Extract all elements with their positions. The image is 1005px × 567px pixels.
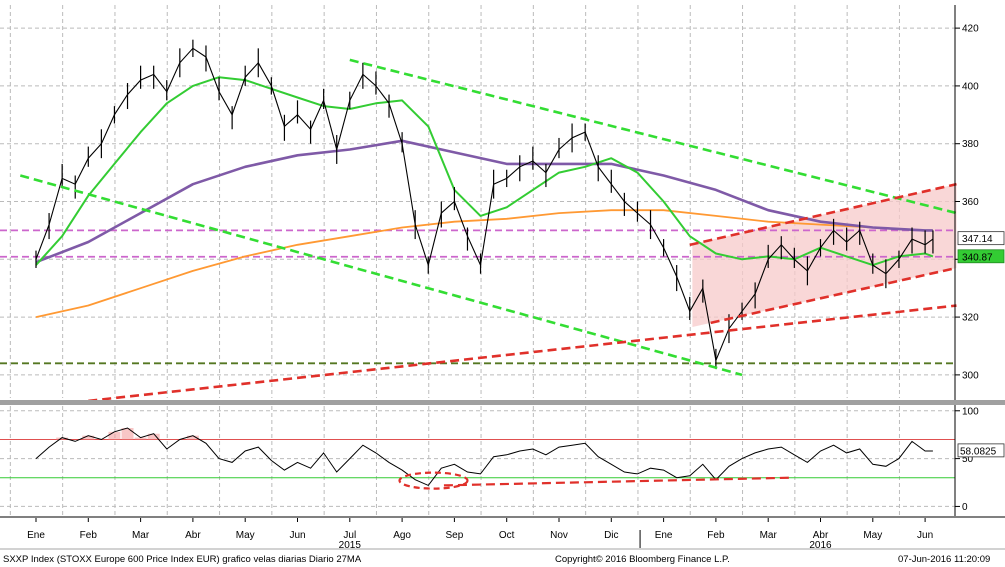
year-label: 2015 bbox=[339, 540, 362, 551]
rsi-last-value: 58.0825 bbox=[960, 446, 997, 457]
level-label-badge: 340.87 bbox=[957, 249, 1005, 263]
footer-copyright-text: Copyright© 2016 Bloomberg Finance L.P. bbox=[555, 554, 730, 565]
annotation-back-layer bbox=[0, 184, 957, 479]
x-tick-label: Dic bbox=[604, 530, 618, 541]
footer-left-text: SXXP Index (STOXX Europe 600 Price Index… bbox=[3, 554, 362, 565]
rsi-y-tick-label: 0 bbox=[962, 502, 968, 513]
y-tick-label: 400 bbox=[962, 81, 979, 92]
rsi-overbought-fill bbox=[56, 437, 69, 440]
panel-separator bbox=[0, 400, 1005, 405]
year-label: 2016 bbox=[809, 540, 832, 551]
x-tick-label: Feb bbox=[80, 530, 98, 541]
trendline bbox=[689, 182, 957, 247]
x-tick-label: Ene bbox=[27, 530, 45, 541]
channel-fill bbox=[692, 184, 957, 327]
x-tick-label: Ago bbox=[393, 530, 411, 541]
x-tick-label: Abr bbox=[813, 530, 829, 541]
ma-mid-line bbox=[35, 139, 933, 264]
bottom-axis-line bbox=[0, 516, 1005, 518]
x-tick-label: Abr bbox=[185, 530, 201, 541]
ma-short-line bbox=[35, 76, 934, 267]
x-tick-label: Oct bbox=[499, 530, 515, 541]
y-tick-label: 320 bbox=[962, 313, 979, 324]
rsi-ellipse bbox=[398, 471, 469, 490]
x-tick-label: Mar bbox=[760, 530, 778, 541]
rsi-overbought-fill bbox=[134, 437, 147, 440]
last-price-badge: 347.14 bbox=[957, 231, 1005, 245]
y-tick-label: 380 bbox=[962, 139, 979, 150]
trendline bbox=[88, 304, 957, 403]
x-tick-label: Jun bbox=[289, 530, 305, 541]
rsi-last-badge: 58.0825 bbox=[957, 443, 1005, 457]
x-tick-label: Jul bbox=[343, 530, 356, 541]
rsi-overbought-fill bbox=[82, 435, 95, 440]
x-tick-label: Ene bbox=[655, 530, 673, 541]
level-value: 340.87 bbox=[962, 252, 993, 263]
annotation-front-layer bbox=[19, 58, 957, 490]
rsi-y-tick-label: 100 bbox=[962, 406, 979, 417]
y-tick-label: 300 bbox=[962, 370, 979, 381]
series-layer bbox=[35, 39, 934, 487]
rsi-overbought-fill bbox=[186, 435, 199, 440]
y-tick-label: 420 bbox=[962, 24, 979, 35]
rsi-line bbox=[35, 427, 933, 487]
footer-timestamp-text: 07-Jun-2016 11:20:09 bbox=[898, 554, 990, 565]
price-line bbox=[35, 47, 934, 363]
rsi-overbought-fill bbox=[147, 433, 160, 440]
x-tick-label: Sep bbox=[446, 530, 464, 541]
ma-long-line bbox=[35, 209, 933, 318]
rsi-overbought-fill bbox=[108, 431, 121, 440]
x-tick-label: Mar bbox=[132, 530, 150, 541]
rsi-y-tick-label: 50 bbox=[962, 454, 974, 465]
last-price-value: 347.14 bbox=[962, 234, 993, 245]
x-tick-label: May bbox=[863, 530, 882, 541]
x-tick-label: Jun bbox=[917, 530, 933, 541]
x-tick-label: Nov bbox=[550, 530, 568, 541]
rsi-overbought-fill bbox=[121, 428, 134, 440]
trendline bbox=[349, 58, 957, 215]
rsi-trendline bbox=[443, 476, 790, 487]
y-tick-label: 360 bbox=[962, 197, 979, 208]
footer-bar bbox=[0, 548, 1005, 567]
x-tick-label: Feb bbox=[707, 530, 725, 541]
x-tick-label: May bbox=[236, 530, 255, 541]
